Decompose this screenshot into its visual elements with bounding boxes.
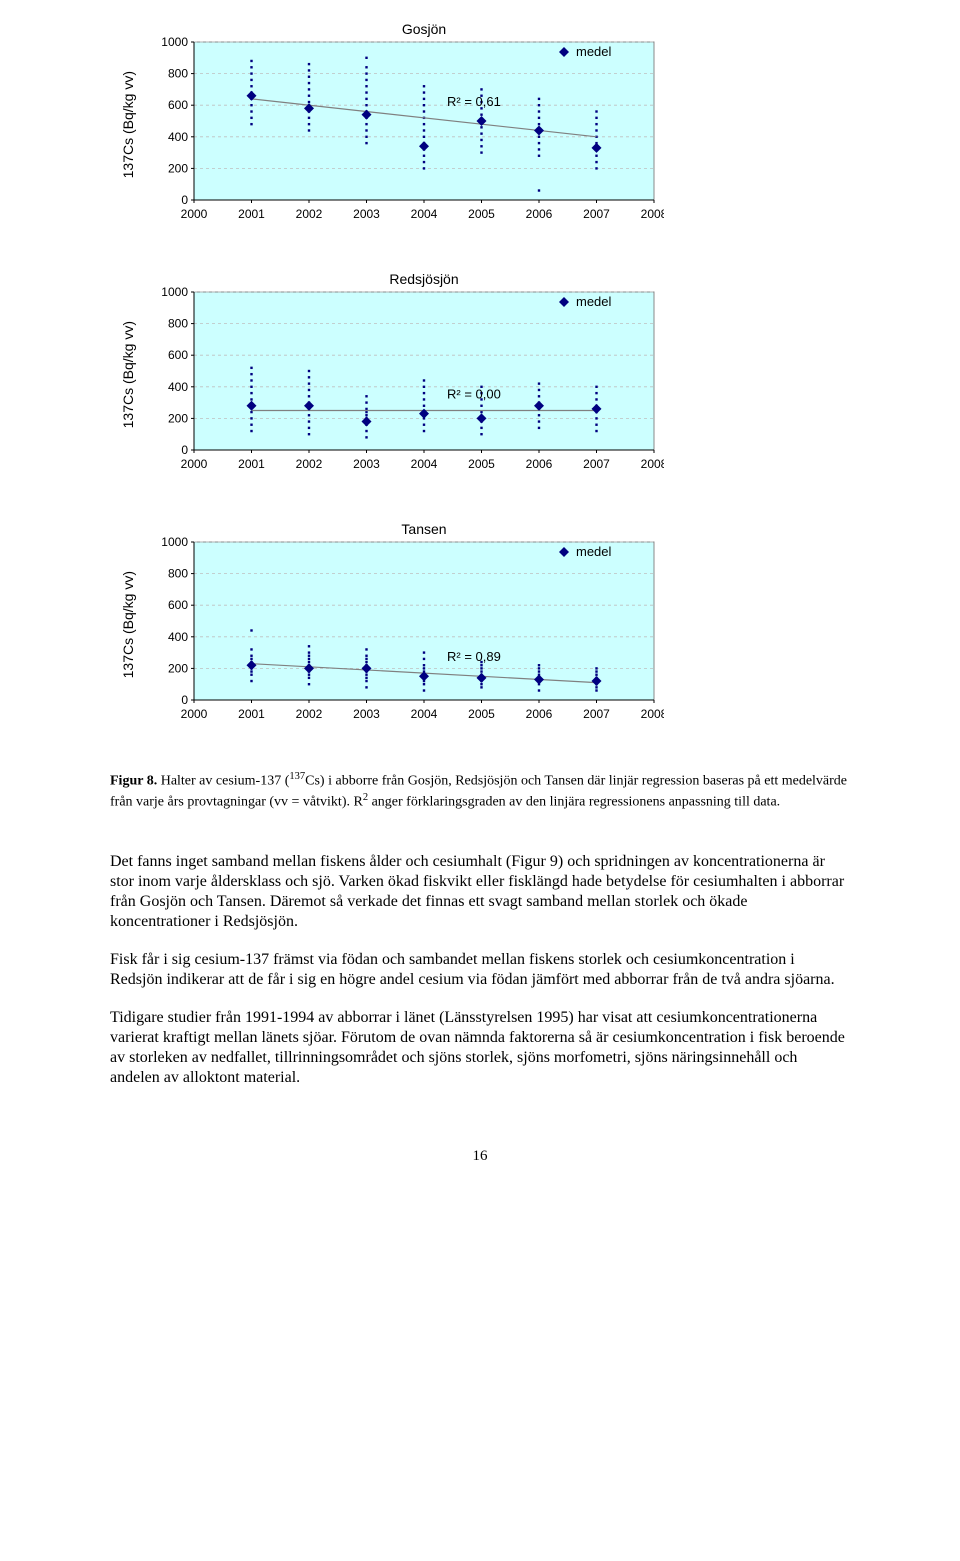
- paragraph: Det fanns inget samband mellan fiskens å…: [110, 852, 850, 932]
- svg-text:0: 0: [181, 693, 188, 707]
- svg-text:400: 400: [168, 380, 188, 394]
- svg-text:2003: 2003: [353, 207, 380, 221]
- svg-text:1000: 1000: [161, 535, 188, 549]
- page-number: 16: [110, 1148, 850, 1165]
- svg-text:2007: 2007: [583, 707, 610, 721]
- chart-container-2: 137Cs (Bq/kg vv) 0 200 400 600 800 1000 2000 20…: [120, 520, 850, 730]
- svg-text:2002: 2002: [296, 707, 323, 721]
- svg-text:600: 600: [168, 598, 188, 612]
- chart-title: Redsjösjön: [389, 271, 458, 287]
- svg-text:2000: 2000: [181, 707, 208, 721]
- y-axis-label: 137Cs (Bq/kg vv): [120, 71, 136, 178]
- paragraph: Fisk får i sig cesium-137 främst via föd…: [110, 950, 850, 990]
- chart-title: Tansen: [401, 521, 446, 537]
- svg-text:600: 600: [168, 348, 188, 362]
- chart-1: 0 200 400 600 800 1000 2000 2001 2002 2003 2004 200…: [144, 270, 664, 480]
- svg-text:2004: 2004: [411, 707, 438, 721]
- svg-text:2000: 2000: [181, 207, 208, 221]
- svg-text:2000: 2000: [181, 457, 208, 471]
- svg-text:1000: 1000: [161, 35, 188, 49]
- svg-text:2008: 2008: [641, 707, 664, 721]
- svg-text:800: 800: [168, 567, 188, 581]
- svg-text:0: 0: [181, 193, 188, 207]
- svg-text:2004: 2004: [411, 457, 438, 471]
- svg-text:2008: 2008: [641, 457, 664, 471]
- svg-text:200: 200: [168, 161, 188, 175]
- svg-text:0: 0: [181, 443, 188, 457]
- svg-text:2002: 2002: [296, 457, 323, 471]
- r2-label: R² = 0,00: [447, 387, 501, 402]
- figure-label: Figur 8.: [110, 774, 157, 789]
- svg-text:2007: 2007: [583, 457, 610, 471]
- svg-text:2001: 2001: [238, 207, 265, 221]
- svg-text:800: 800: [168, 67, 188, 81]
- svg-text:2007: 2007: [583, 207, 610, 221]
- chart-2: 0 200 400 600 800 1000 2000 2001 2002 2003 2004 200…: [144, 520, 664, 730]
- figure-caption: Figur 8. Halter av cesium-137 (137Cs) i …: [110, 770, 850, 812]
- y-axis-label: 137Cs (Bq/kg vv): [120, 571, 136, 678]
- chart-0: 0 200 400 600 800 1000 2000 2001 2002 2003 2004 200…: [144, 20, 664, 230]
- y-axis-label: 137Cs (Bq/kg vv): [120, 321, 136, 428]
- svg-text:2002: 2002: [296, 207, 323, 221]
- svg-text:2001: 2001: [238, 457, 265, 471]
- chart-title: Gosjön: [402, 21, 446, 37]
- svg-text:600: 600: [168, 98, 188, 112]
- svg-text:2005: 2005: [468, 207, 495, 221]
- r2-label: R² = 0,89: [447, 649, 501, 664]
- body-text: Det fanns inget samband mellan fiskens å…: [110, 852, 850, 1088]
- legend-label: medel: [576, 544, 612, 559]
- svg-text:2008: 2008: [641, 207, 664, 221]
- svg-text:2005: 2005: [468, 457, 495, 471]
- legend-label: medel: [576, 44, 612, 59]
- svg-text:2006: 2006: [526, 207, 553, 221]
- legend-label: medel: [576, 294, 612, 309]
- svg-text:2006: 2006: [526, 707, 553, 721]
- r2-label: R² = 0,61: [447, 94, 501, 109]
- svg-text:2003: 2003: [353, 707, 380, 721]
- svg-text:2001: 2001: [238, 707, 265, 721]
- chart-container-1: 137Cs (Bq/kg vv) 0 200 400 600 800 1000 2000 20…: [120, 270, 850, 480]
- svg-text:400: 400: [168, 630, 188, 644]
- chart-container-0: 137Cs (Bq/kg vv) 0 200 400 600 800 1000 2000 20…: [120, 20, 850, 230]
- svg-text:2005: 2005: [468, 707, 495, 721]
- svg-text:200: 200: [168, 411, 188, 425]
- svg-text:400: 400: [168, 130, 188, 144]
- svg-text:2006: 2006: [526, 457, 553, 471]
- svg-text:2004: 2004: [411, 207, 438, 221]
- svg-text:1000: 1000: [161, 285, 188, 299]
- paragraph: Tidigare studier från 1991-1994 av abbor…: [110, 1008, 850, 1088]
- svg-text:2003: 2003: [353, 457, 380, 471]
- svg-text:800: 800: [168, 317, 188, 331]
- svg-text:200: 200: [168, 661, 188, 675]
